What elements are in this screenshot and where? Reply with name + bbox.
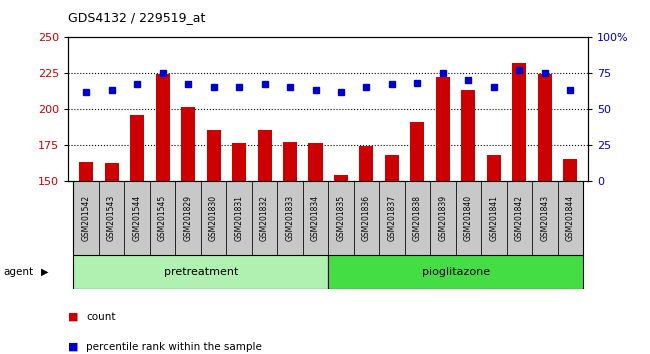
- Bar: [207, 130, 220, 181]
- Bar: [354, 181, 379, 255]
- Bar: [105, 163, 118, 181]
- Bar: [278, 181, 303, 255]
- Bar: [564, 159, 577, 181]
- Text: GSM201842: GSM201842: [515, 195, 524, 241]
- Text: GSM201829: GSM201829: [183, 195, 192, 241]
- Bar: [385, 155, 399, 181]
- Bar: [309, 143, 322, 181]
- Bar: [558, 181, 583, 255]
- Bar: [232, 143, 246, 181]
- Text: GSM201837: GSM201837: [387, 195, 396, 241]
- Bar: [73, 255, 328, 289]
- Bar: [462, 90, 475, 181]
- Text: GSM201844: GSM201844: [566, 195, 575, 241]
- Bar: [334, 175, 348, 181]
- Text: percentile rank within the sample: percentile rank within the sample: [86, 342, 263, 352]
- Text: count: count: [86, 312, 116, 322]
- Text: GSM201836: GSM201836: [362, 195, 371, 241]
- Bar: [124, 181, 150, 255]
- Text: GDS4132 / 229519_at: GDS4132 / 229519_at: [68, 11, 205, 24]
- Bar: [181, 107, 195, 181]
- Text: GSM201838: GSM201838: [413, 195, 422, 241]
- Text: GSM201841: GSM201841: [489, 195, 499, 241]
- Text: GSM201843: GSM201843: [540, 195, 549, 241]
- Bar: [257, 130, 272, 181]
- Text: pretreatment: pretreatment: [164, 267, 238, 277]
- Bar: [155, 74, 170, 181]
- Bar: [130, 115, 144, 181]
- Bar: [456, 181, 481, 255]
- Bar: [405, 181, 430, 255]
- Bar: [303, 181, 328, 255]
- Bar: [512, 63, 527, 181]
- Text: ■: ■: [68, 312, 79, 322]
- Bar: [487, 155, 501, 181]
- Bar: [507, 181, 532, 255]
- Text: GSM201543: GSM201543: [107, 195, 116, 241]
- Bar: [538, 74, 552, 181]
- Bar: [201, 181, 226, 255]
- Text: GSM201542: GSM201542: [82, 195, 90, 241]
- Bar: [79, 162, 93, 181]
- Text: ▶: ▶: [41, 267, 49, 277]
- Bar: [252, 181, 278, 255]
- Bar: [328, 255, 583, 289]
- Bar: [226, 181, 252, 255]
- Bar: [410, 122, 424, 181]
- Text: GSM201832: GSM201832: [260, 195, 269, 241]
- Bar: [150, 181, 176, 255]
- Text: GSM201834: GSM201834: [311, 195, 320, 241]
- Bar: [430, 181, 456, 255]
- Text: GSM201544: GSM201544: [133, 195, 142, 241]
- Bar: [379, 181, 405, 255]
- Text: GSM201835: GSM201835: [337, 195, 346, 241]
- Text: GSM201840: GSM201840: [464, 195, 473, 241]
- Text: GSM201545: GSM201545: [158, 195, 167, 241]
- Text: GSM201833: GSM201833: [285, 195, 294, 241]
- Bar: [176, 181, 201, 255]
- Text: ■: ■: [68, 342, 79, 352]
- Bar: [328, 181, 354, 255]
- Text: pioglitazone: pioglitazone: [422, 267, 489, 277]
- Text: GSM201831: GSM201831: [235, 195, 244, 241]
- Text: GSM201830: GSM201830: [209, 195, 218, 241]
- Bar: [73, 181, 99, 255]
- Bar: [532, 181, 558, 255]
- Bar: [359, 146, 374, 181]
- Bar: [436, 77, 450, 181]
- Text: agent: agent: [3, 267, 33, 277]
- Bar: [481, 181, 507, 255]
- Text: GSM201839: GSM201839: [439, 195, 447, 241]
- Bar: [99, 181, 124, 255]
- Bar: [283, 142, 297, 181]
